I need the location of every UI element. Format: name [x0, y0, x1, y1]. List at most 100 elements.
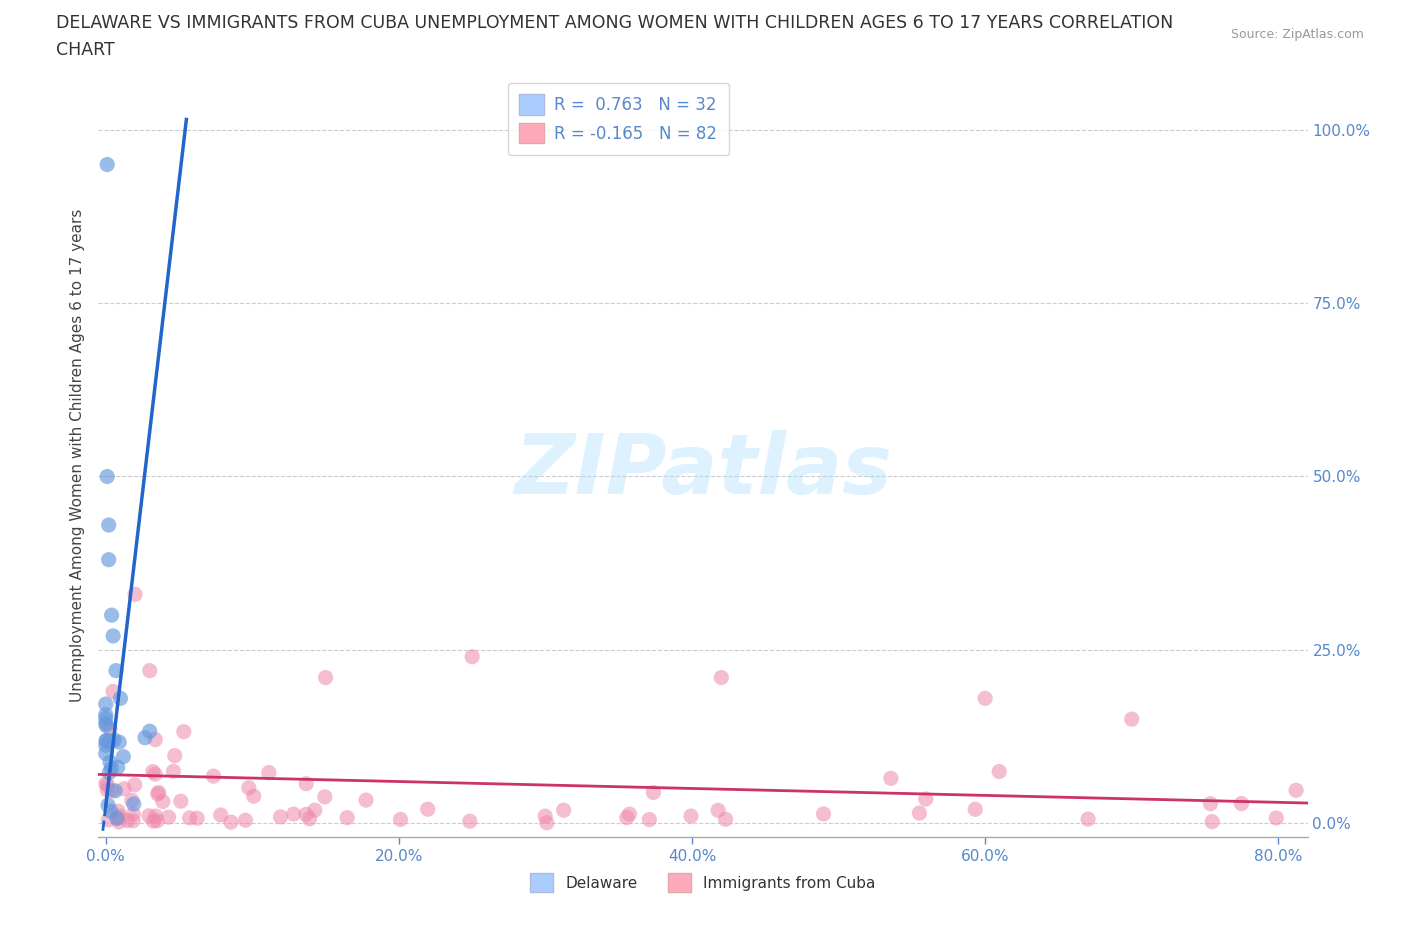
- Point: [107, 804, 129, 818]
- Point: [100, 607, 122, 622]
- Point: [138, 663, 160, 678]
- Point: [124, 587, 146, 602]
- Point: [458, 814, 481, 829]
- Point: [389, 812, 412, 827]
- Point: [1230, 796, 1253, 811]
- Y-axis label: Unemployment Among Women with Children Ages 6 to 17 years: Unemployment Among Women with Children A…: [70, 209, 86, 702]
- Point: [988, 764, 1011, 779]
- Point: [974, 691, 997, 706]
- Point: [142, 764, 165, 779]
- Point: [315, 671, 337, 685]
- Point: [146, 814, 169, 829]
- Point: [173, 724, 195, 739]
- Point: [619, 806, 641, 821]
- Point: [1285, 783, 1308, 798]
- Point: [100, 783, 122, 798]
- Point: [94, 716, 117, 731]
- Point: [98, 754, 121, 769]
- Point: [179, 810, 201, 825]
- Point: [101, 629, 124, 644]
- Point: [143, 766, 166, 781]
- Point: [242, 789, 264, 804]
- Point: [108, 815, 131, 830]
- Point: [643, 785, 665, 800]
- Point: [1199, 796, 1222, 811]
- Point: [100, 804, 122, 818]
- Point: [295, 807, 318, 822]
- Text: Source: ZipAtlas.com: Source: ZipAtlas.com: [1230, 28, 1364, 41]
- Point: [257, 765, 280, 780]
- Text: ZIPatlas: ZIPatlas: [515, 431, 891, 512]
- Point: [96, 718, 118, 733]
- Point: [94, 711, 117, 726]
- Point: [461, 649, 484, 664]
- Point: [108, 735, 131, 750]
- Point: [94, 737, 117, 752]
- Point: [94, 746, 117, 761]
- Point: [908, 805, 931, 820]
- Point: [1201, 814, 1223, 829]
- Point: [122, 806, 145, 821]
- Point: [146, 787, 169, 802]
- Point: [96, 734, 118, 749]
- Point: [202, 769, 225, 784]
- Point: [354, 792, 377, 807]
- Point: [914, 791, 936, 806]
- Point: [138, 724, 160, 738]
- Point: [238, 780, 260, 795]
- Point: [162, 764, 184, 778]
- Text: CHART: CHART: [56, 41, 115, 59]
- Point: [152, 794, 174, 809]
- Point: [98, 734, 121, 749]
- Point: [96, 157, 118, 172]
- Point: [94, 708, 117, 723]
- Point: [124, 777, 146, 792]
- Point: [97, 518, 120, 533]
- Point: [235, 813, 257, 828]
- Point: [148, 785, 170, 800]
- Point: [122, 814, 145, 829]
- Point: [107, 811, 129, 826]
- Point: [336, 810, 359, 825]
- Point: [314, 790, 336, 804]
- Point: [94, 697, 117, 711]
- Point: [105, 811, 128, 826]
- Point: [108, 808, 131, 823]
- Point: [138, 808, 160, 823]
- Point: [1121, 711, 1143, 726]
- Point: [880, 771, 903, 786]
- Point: [270, 809, 292, 824]
- Point: [94, 733, 117, 748]
- Point: [117, 813, 139, 828]
- Point: [107, 760, 129, 775]
- Point: [97, 552, 120, 567]
- Point: [813, 806, 835, 821]
- Point: [105, 663, 128, 678]
- Point: [186, 811, 208, 826]
- Point: [98, 765, 121, 780]
- Point: [101, 684, 124, 698]
- Point: [170, 793, 193, 808]
- Point: [142, 814, 165, 829]
- Point: [965, 802, 987, 817]
- Point: [416, 802, 439, 817]
- Point: [98, 722, 121, 737]
- Point: [714, 812, 737, 827]
- Point: [163, 749, 186, 764]
- Point: [1265, 811, 1288, 826]
- Point: [110, 691, 132, 706]
- Point: [219, 815, 242, 830]
- Point: [112, 781, 135, 796]
- Point: [707, 803, 730, 817]
- Point: [134, 730, 156, 745]
- Point: [553, 803, 575, 817]
- Point: [1077, 812, 1099, 827]
- Legend: Delaware, Immigrants from Cuba: Delaware, Immigrants from Cuba: [524, 867, 882, 898]
- Point: [534, 809, 557, 824]
- Point: [96, 783, 118, 798]
- Point: [122, 796, 145, 811]
- Point: [96, 469, 118, 484]
- Point: [304, 803, 326, 817]
- Point: [100, 761, 122, 776]
- Point: [145, 808, 167, 823]
